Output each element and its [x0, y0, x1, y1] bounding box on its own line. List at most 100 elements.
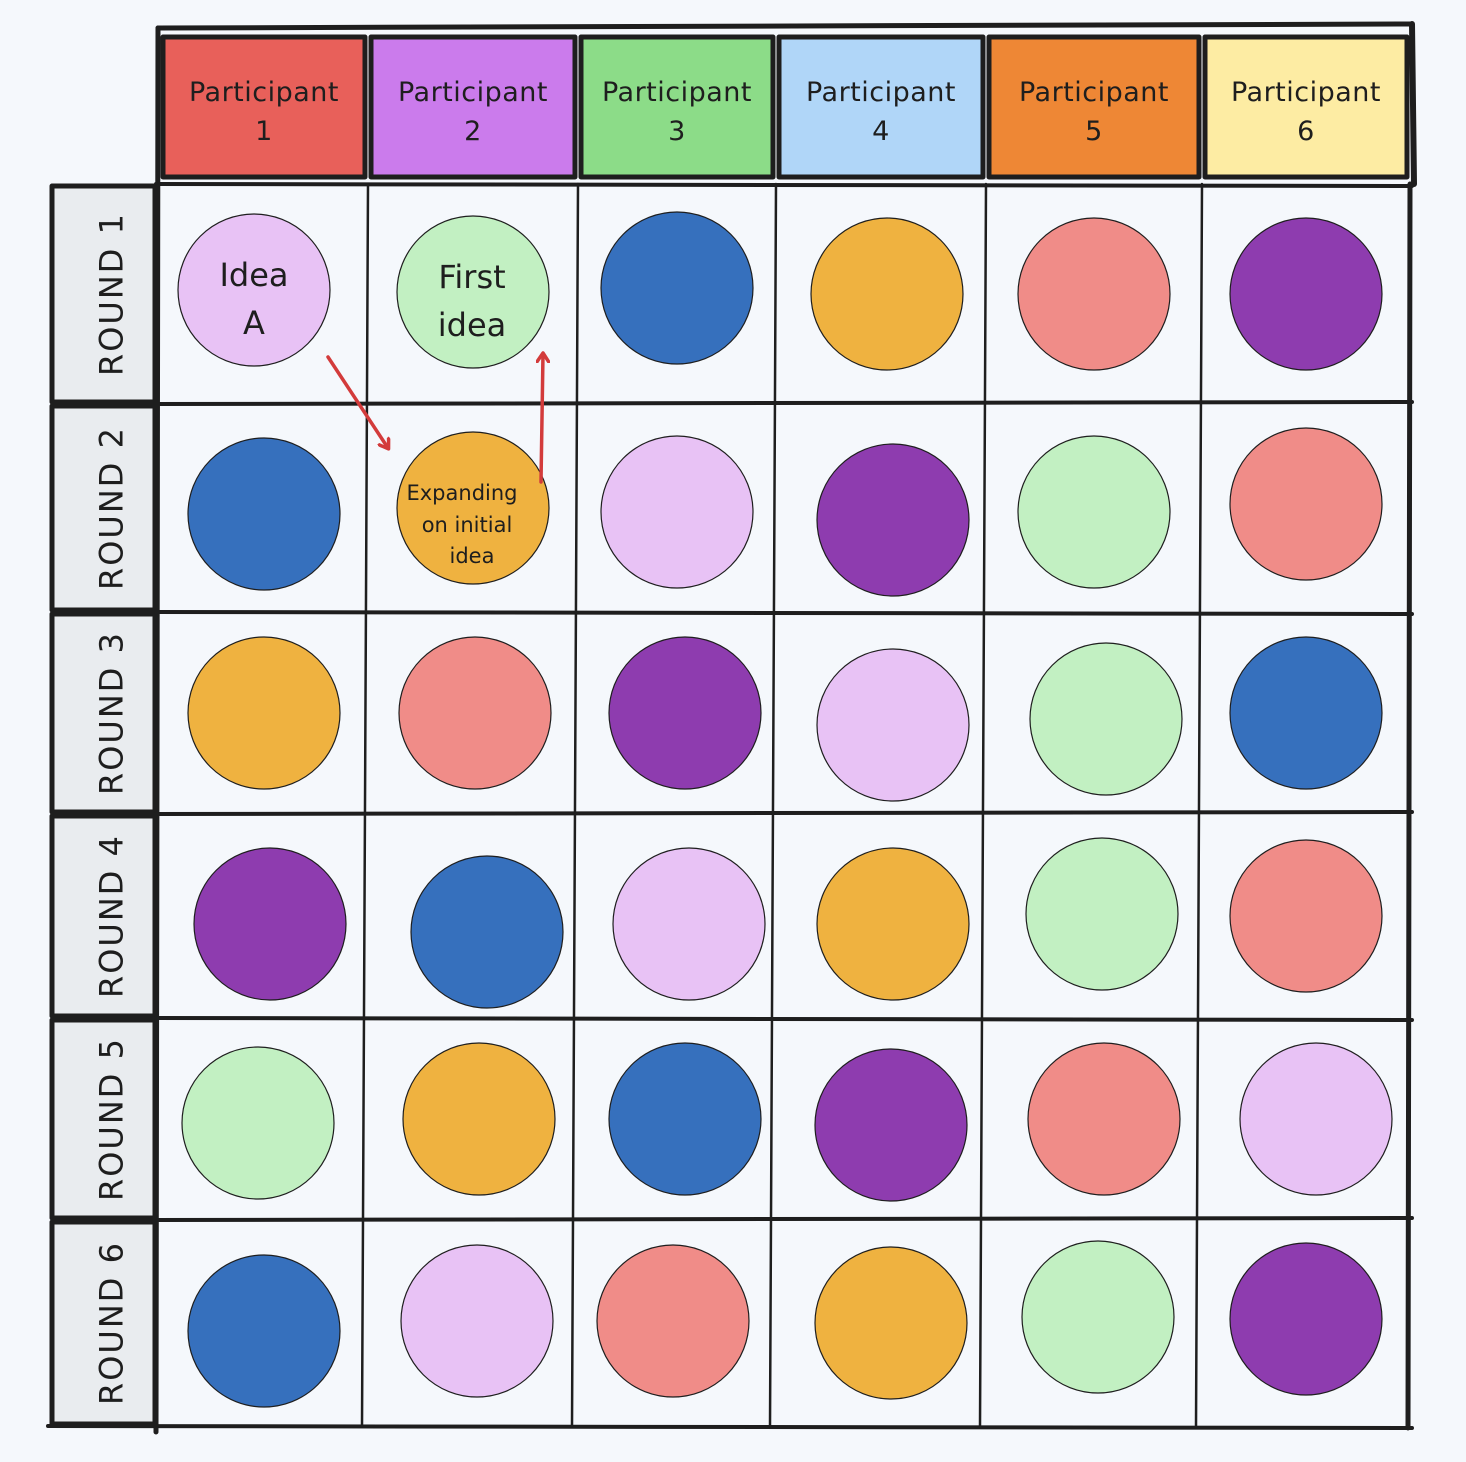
- idea-dot-r2-p1: [187, 437, 341, 591]
- participant-header-fill: [368, 34, 578, 180]
- idea-dot-r6-p2: [400, 1244, 554, 1398]
- first-idea-label-line1: First: [438, 258, 505, 296]
- idea-dot-r1-p2: [396, 215, 550, 369]
- idea-dot-r6-p3: [596, 1244, 750, 1398]
- participant-header-5: Participant 5: [986, 34, 1202, 180]
- idea-a-label-line1: Idea: [219, 256, 288, 294]
- participant-number: 6: [1297, 116, 1315, 147]
- round-label-box: [49, 813, 158, 1019]
- participant-header-6: Participant 6: [1202, 34, 1410, 180]
- participant-name: Participant: [189, 77, 339, 108]
- participant-header-fill: [578, 34, 776, 180]
- participant-header-4: Participant 4: [776, 34, 986, 180]
- participant-header-row: Participant1Participant2Participant3Part…: [160, 34, 1410, 180]
- idea-dot-r5-p2: [402, 1042, 556, 1196]
- idea-a-label-line2: A: [243, 304, 265, 342]
- idea-dots: [177, 211, 1393, 1408]
- participant-header-fill: [986, 34, 1202, 180]
- column-line-4: [978, 182, 988, 1428]
- participant-header-fill: [1202, 34, 1410, 180]
- participant-number: 3: [668, 116, 686, 147]
- round-label-text: ROUND 4: [93, 834, 131, 998]
- grid-lines: [46, 21, 1417, 1435]
- round-label-text: ROUND 1: [93, 212, 131, 376]
- flow-arrows: [326, 354, 543, 484]
- participant-header-3: Participant 3: [578, 34, 776, 180]
- left-border: [153, 25, 161, 1435]
- idea-dot-r4-p5: [1025, 837, 1179, 991]
- idea-dot-r3-p1: [187, 636, 341, 790]
- right-border: [1405, 181, 1413, 1431]
- arrow-idea-a-to-expanding: [326, 355, 388, 448]
- idea-dot-r3-p6: [1229, 636, 1383, 790]
- idea-dot-r2-p3: [600, 435, 754, 589]
- row-line-5: [154, 1216, 1414, 1222]
- column-line-1: [360, 182, 370, 1428]
- idea-dot-r2-p5: [1017, 435, 1171, 589]
- idea-dot-r3-p2: [398, 636, 552, 790]
- idea-dot-r6-p6: [1229, 1242, 1383, 1396]
- idea-dot-r2-p2: [396, 431, 550, 585]
- participant-name: Participant: [602, 77, 752, 108]
- idea-dot-r6-p4: [814, 1246, 968, 1400]
- round-label-text: ROUND 5: [93, 1037, 131, 1201]
- participant-number: 1: [255, 116, 273, 147]
- round-label-box: [49, 611, 158, 815]
- idea-dot-r1-p6: [1229, 217, 1383, 371]
- idea-labels: Idea A First idea Expanding on initial i…: [219, 256, 517, 568]
- round-label-text: ROUND 6: [93, 1241, 131, 1405]
- idea-dot-r4-p3: [612, 847, 766, 1001]
- idea-dot-r5-p6: [1239, 1042, 1393, 1196]
- participant-header-fill: [776, 34, 986, 180]
- idea-dot-r5-p3: [608, 1042, 762, 1196]
- participant-name: Participant: [1231, 77, 1381, 108]
- column-line-5: [1194, 182, 1204, 1428]
- round-label-6: ROUND 6: [49, 1219, 158, 1427]
- round-label-box: [49, 1219, 158, 1427]
- round-label-4: ROUND 4: [49, 813, 158, 1019]
- idea-dot-r6-p5: [1021, 1240, 1175, 1394]
- round-label-3: ROUND 3: [49, 611, 158, 815]
- expanding-label-line1: Expanding: [406, 481, 517, 505]
- participant-number: 5: [1085, 116, 1103, 147]
- idea-dot-r5-p5: [1027, 1042, 1181, 1196]
- idea-dot-r3-p5: [1029, 642, 1183, 796]
- round-labels-column: ROUND 1 ROUND 2 ROUND 3 ROUND 4 ROUND 5 ROUND…: [49, 183, 158, 1427]
- round-label-text: ROUND 2: [93, 426, 131, 590]
- row-line-6: [46, 1424, 1414, 1430]
- round-label-box: [49, 183, 158, 405]
- round-label-1: ROUND 1: [49, 183, 158, 405]
- idea-dot-r6-p1: [187, 1254, 341, 1408]
- idea-dot-r4-p6: [1229, 839, 1383, 993]
- idea-dot-r4-p1: [193, 847, 347, 1001]
- idea-dot-r5-p4: [814, 1048, 968, 1202]
- participant-name: Participant: [398, 77, 548, 108]
- expanding-label-line3: idea: [450, 544, 495, 568]
- idea-dot-r3-p3: [608, 636, 762, 790]
- header-top-border: [155, 21, 1415, 31]
- header-right-border: [1409, 21, 1417, 187]
- idea-dot-r4-p4: [816, 847, 970, 1001]
- column-line-2: [570, 182, 580, 1428]
- first-idea-label-line2: idea: [438, 306, 507, 344]
- participant-number: 2: [464, 116, 482, 147]
- idea-dot-r1-p3: [600, 211, 754, 365]
- participant-name: Participant: [806, 77, 956, 108]
- round-label-2: ROUND 2: [49, 403, 158, 613]
- idea-dot-r2-p6: [1229, 427, 1383, 581]
- idea-dot-r5-p1: [181, 1046, 335, 1200]
- participant-header-2: Participant 2: [368, 34, 578, 180]
- idea-dot-r1-p4: [810, 217, 964, 371]
- row-line-0: [154, 182, 1414, 188]
- participant-name: Participant: [1019, 77, 1169, 108]
- participant-header-fill: [160, 34, 368, 180]
- idea-dot-r4-p2: [410, 855, 564, 1009]
- idea-dot-r3-p4: [816, 648, 970, 802]
- idea-dot-r1-p1: [177, 213, 331, 367]
- participant-number: 4: [872, 116, 890, 147]
- round-label-text: ROUND 3: [93, 631, 131, 795]
- idea-dot-r1-p5: [1017, 217, 1171, 371]
- participant-header-1: Participant 1: [160, 34, 368, 180]
- idea-dot-r2-p4: [816, 443, 970, 597]
